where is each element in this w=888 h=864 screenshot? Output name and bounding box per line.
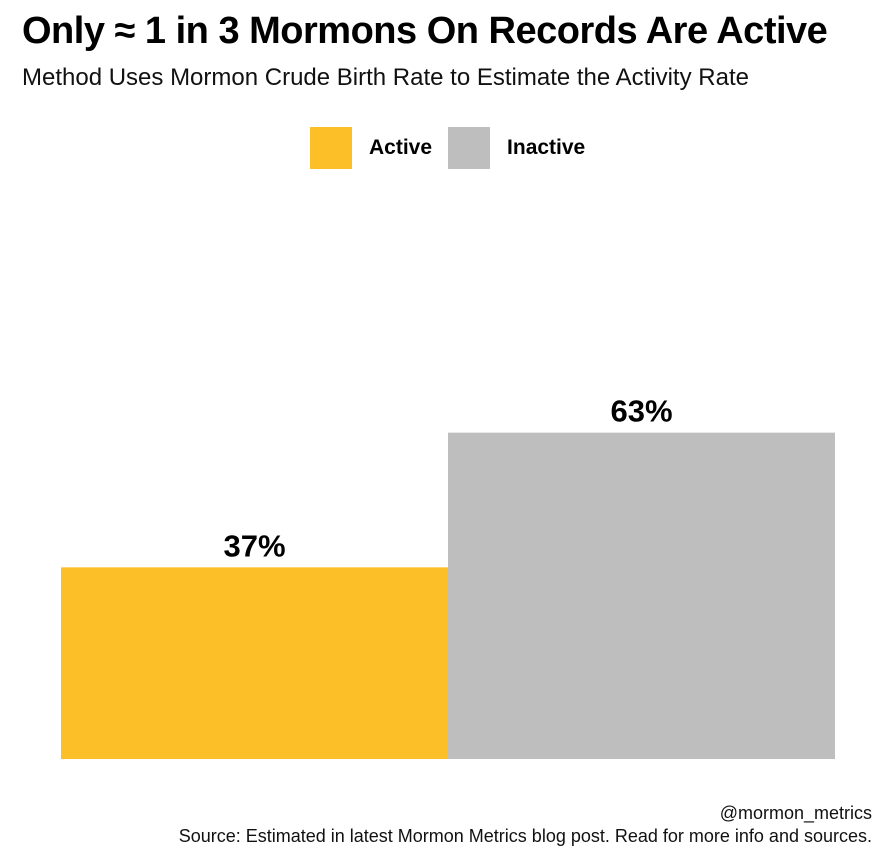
chart-title: Only ≈ 1 in 3 Mormons On Records Are Act… bbox=[22, 10, 828, 52]
bar-value-label-active: 37% bbox=[223, 528, 285, 563]
legend-swatch-inactive bbox=[448, 127, 491, 169]
chart-subtitle: Method Uses Mormon Crude Birth Rate to E… bbox=[22, 64, 749, 91]
bar-value-label-inactive: 63% bbox=[610, 394, 672, 429]
legend-item-active: Active bbox=[310, 127, 448, 169]
legend-label-inactive: Inactive bbox=[507, 136, 586, 159]
bar-active bbox=[61, 567, 448, 759]
source-note: Source: Estimated in latest Mormon Metri… bbox=[178, 826, 872, 846]
legend-label-active: Active bbox=[369, 136, 433, 159]
legend-item-inactive: Inactive bbox=[448, 127, 601, 169]
author-handle: @mormon_metrics bbox=[719, 803, 872, 823]
bar-inactive bbox=[448, 432, 835, 759]
chart-legend: Active Inactive bbox=[310, 127, 601, 169]
legend-swatch-active bbox=[310, 127, 352, 169]
